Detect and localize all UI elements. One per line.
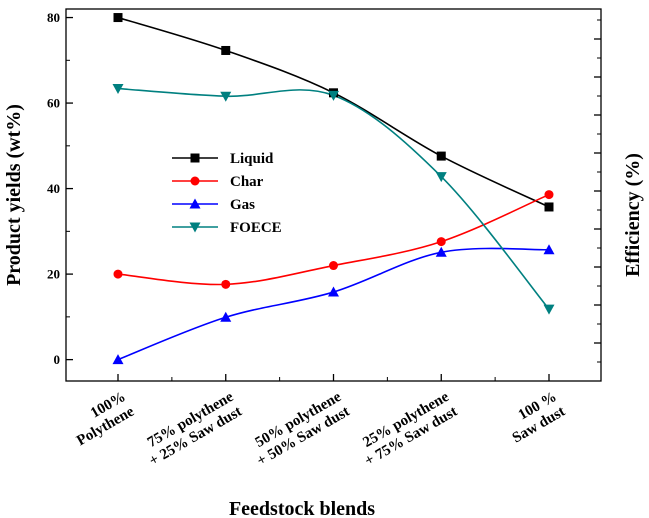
series-line-foece [117, 87, 550, 310]
data-point-liquid [113, 13, 123, 23]
x-category-label: 75% polythene+ 25% Saw dust [145, 389, 245, 470]
series-line-char [117, 193, 550, 286]
data-point-gas [435, 246, 447, 257]
y-axis-ticks: 0 20 40 60 80 [47, 10, 73, 367]
x-category-label: 100%Polythene [74, 389, 137, 449]
data-point-foece [112, 84, 124, 95]
data-point-liquid [544, 202, 554, 212]
data-point-foece [220, 91, 232, 102]
legend-marker-liquid [190, 153, 200, 163]
y2-axis-ticks [594, 19, 601, 363]
plot-frame [65, 8, 602, 382]
data-point-liquid [221, 45, 231, 55]
data-point-gas [328, 286, 339, 297]
series-line-liquid [117, 16, 550, 208]
x-category-label: 100 %Saw dust [510, 389, 568, 447]
legend-label-liquid: Liquid [230, 151, 274, 167]
series-markers [112, 13, 555, 365]
x-category-label: 50% polythene+ 50% Saw dust [253, 389, 353, 470]
data-point-foece [435, 172, 447, 183]
data-point-char [113, 269, 123, 279]
data-point-gas [220, 311, 232, 322]
legend-marker-foece [189, 222, 201, 233]
data-point-char [544, 190, 554, 200]
y-tick-label: 40 [47, 181, 60, 196]
legend-label-gas: Gas [230, 197, 255, 213]
legend: Liquid Char Gas FOECE [172, 151, 282, 236]
data-point-liquid [436, 151, 446, 161]
data-point-gas [112, 354, 124, 365]
y2-axis-label: Efficiency (%) [622, 153, 644, 277]
legend-label-char: Char [230, 174, 264, 190]
legend-marker-gas [189, 198, 201, 209]
legend-marker-char [190, 176, 200, 186]
series-curves [117, 16, 550, 361]
y-tick-label: 60 [47, 96, 60, 111]
data-point-char [329, 261, 338, 271]
y-tick-label: 80 [47, 10, 60, 25]
data-point-foece [543, 304, 555, 315]
data-point-foece [328, 90, 339, 101]
y-tick-label: 0 [54, 352, 61, 367]
x-axis-label: Feedstock blends [229, 498, 375, 518]
x-category-label: 25% polythene+ 75% Saw dust [360, 389, 460, 470]
x-axis-ticks: 100%Polythene 75% polythene+ 25% Saw dust… [74, 374, 568, 470]
data-point-char [436, 237, 446, 247]
y-axis-label: Product yields (wt%) [3, 104, 25, 286]
data-point-char [221, 279, 231, 289]
legend-label-foece: FOECE [230, 220, 282, 236]
data-point-gas [543, 244, 555, 255]
y-tick-label: 20 [47, 267, 60, 282]
